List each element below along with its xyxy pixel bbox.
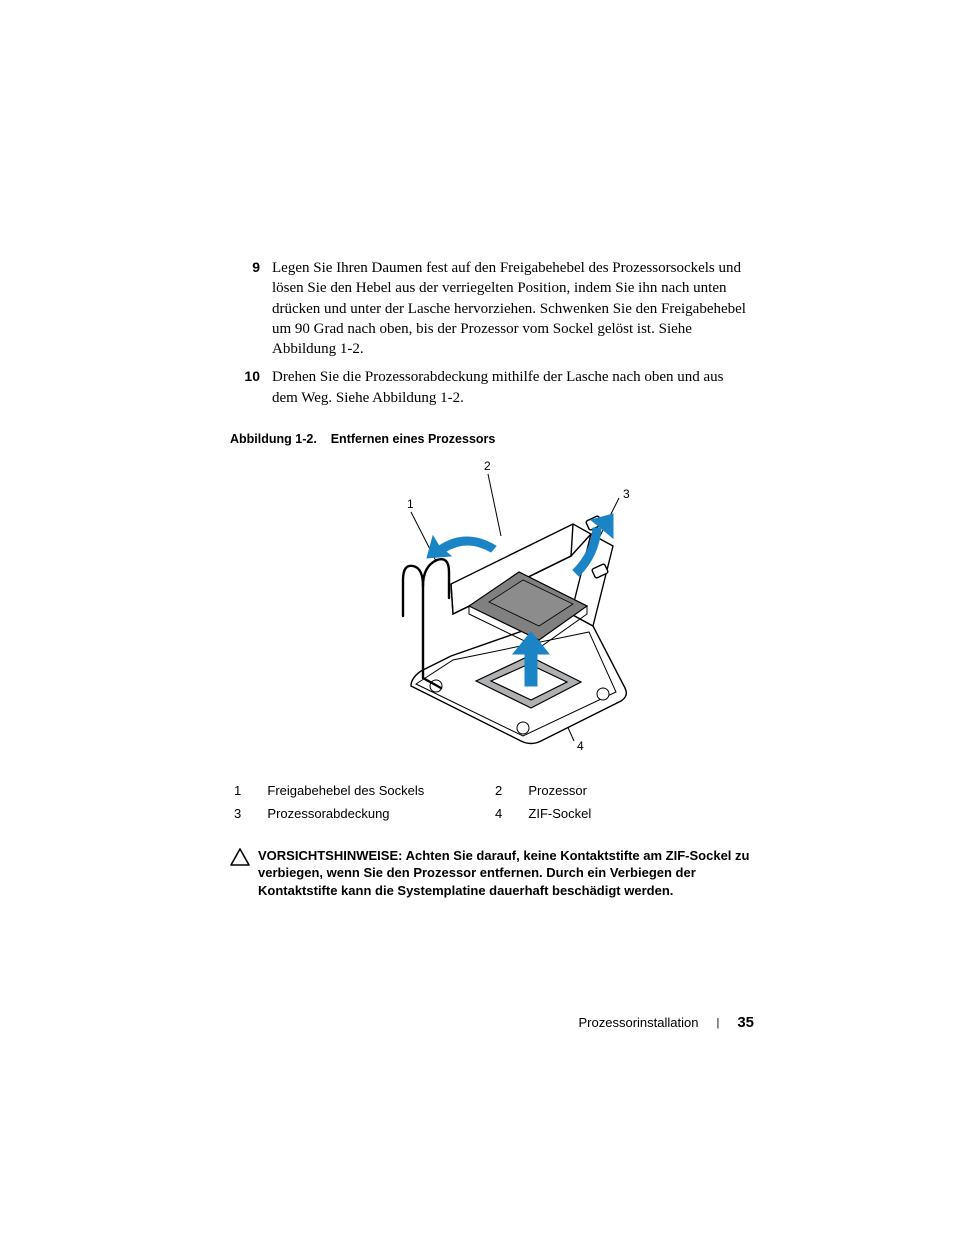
legend-row: 1 Freigabehebel des Sockels 2 Prozessor	[230, 779, 752, 802]
legend-num: 3	[230, 802, 263, 825]
step-item-10: 10 Drehen Sie die Prozessorabdeckung mit…	[230, 367, 752, 408]
figure-callout-3: 3	[623, 487, 630, 501]
figure-caption-prefix: Abbildung 1-2.	[230, 432, 317, 446]
processor-removal-diagram: 1 2 3 4	[341, 456, 641, 756]
page: 9 Legen Sie Ihren Daumen fest auf den Fr…	[0, 0, 954, 1235]
caution-label: VORSICHTSHINWEISE:	[258, 848, 402, 863]
figure-callout-2: 2	[484, 459, 491, 473]
legend-num: 2	[491, 779, 524, 802]
figure-legend: 1 Freigabehebel des Sockels 2 Prozessor …	[230, 779, 752, 825]
figure-caption-title: Entfernen eines Prozessors	[331, 432, 496, 446]
legend-num: 4	[491, 802, 524, 825]
legend-row: 3 Prozessorabdeckung 4 ZIF-Sockel	[230, 802, 752, 825]
caution-icon	[230, 847, 258, 900]
page-footer: Prozessorinstallation | 35	[579, 1014, 755, 1031]
footer-section: Prozessorinstallation	[579, 1015, 699, 1030]
step-number: 9	[230, 258, 272, 359]
step-text: Legen Sie Ihren Daumen fest auf den Frei…	[272, 258, 752, 359]
step-item-9: 9 Legen Sie Ihren Daumen fest auf den Fr…	[230, 258, 752, 359]
legend-label: ZIF-Sockel	[524, 802, 752, 825]
legend-label: Prozessor	[524, 779, 752, 802]
caution-text: VORSICHTSHINWEISE: Achten Sie darauf, ke…	[258, 847, 752, 900]
step-text: Drehen Sie die Prozessorabdeckung mithil…	[272, 367, 752, 408]
figure: 1 2 3 4	[230, 456, 752, 761]
footer-separator: |	[716, 1017, 719, 1029]
figure-caption: Abbildung 1-2. Entfernen eines Prozessor…	[230, 432, 752, 446]
legend-label: Prozessorabdeckung	[263, 802, 491, 825]
legend-label: Freigabehebel des Sockels	[263, 779, 491, 802]
figure-callout-4: 4	[577, 739, 584, 753]
content-area: 9 Legen Sie Ihren Daumen fest auf den Fr…	[230, 258, 752, 899]
step-number: 10	[230, 367, 272, 408]
figure-callout-1: 1	[407, 497, 414, 511]
caution-block: VORSICHTSHINWEISE: Achten Sie darauf, ke…	[230, 847, 752, 900]
footer-page-number: 35	[737, 1014, 754, 1031]
legend-num: 1	[230, 779, 263, 802]
